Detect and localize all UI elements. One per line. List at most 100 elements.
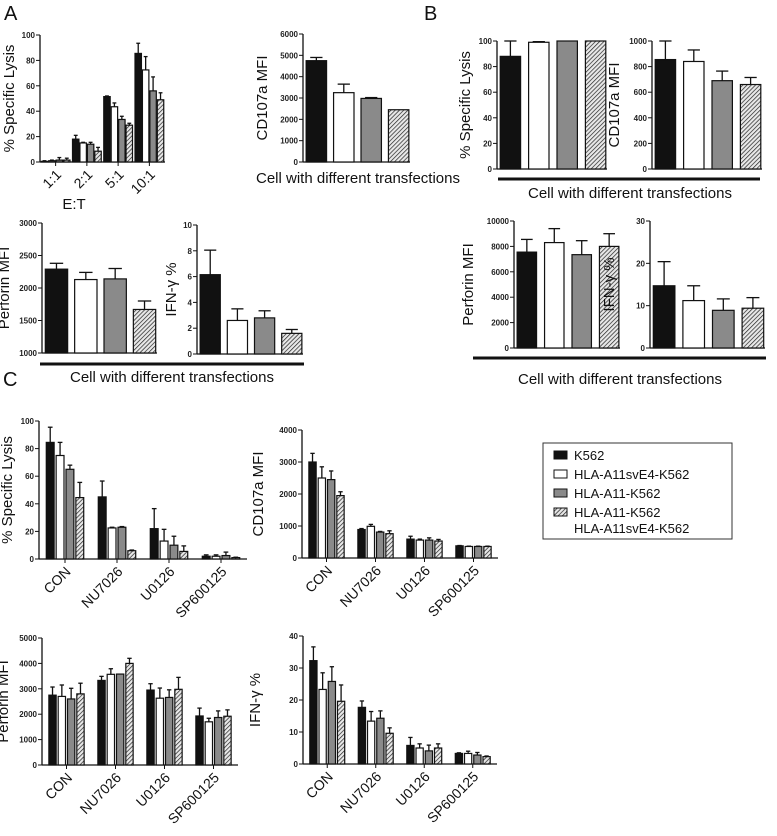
bar bbox=[174, 688, 183, 766]
bar bbox=[336, 495, 345, 559]
y-tick-label: 8000 bbox=[491, 242, 509, 251]
bar bbox=[223, 715, 232, 766]
bar bbox=[97, 496, 107, 560]
x-tick-label: CON bbox=[303, 768, 336, 801]
bar bbox=[179, 550, 189, 560]
y-axis-title: % Specific Lysis bbox=[0, 436, 16, 544]
bar bbox=[141, 69, 150, 163]
x-tick-label: SP600125 bbox=[425, 562, 483, 620]
bar bbox=[415, 747, 424, 765]
bar bbox=[433, 747, 443, 765]
bar bbox=[65, 468, 75, 560]
bar bbox=[44, 268, 69, 354]
bar bbox=[106, 673, 116, 766]
y-tick-label: 1000 bbox=[280, 137, 298, 146]
bar bbox=[357, 528, 366, 559]
y-tick-label: 1000 bbox=[19, 349, 37, 358]
bar bbox=[336, 700, 346, 765]
legend-swatch-combined bbox=[553, 507, 568, 517]
bar bbox=[45, 441, 55, 560]
chart-b4: 0 10 20 30 IFN-γ % bbox=[601, 217, 765, 353]
x-tick-label: U0126 bbox=[393, 562, 434, 603]
bar bbox=[739, 83, 762, 170]
bar bbox=[115, 673, 125, 766]
y-tick-label: 6000 bbox=[280, 30, 298, 39]
bar bbox=[103, 278, 127, 354]
group-label-a-bottom: Cell with different transfections bbox=[70, 369, 274, 386]
y-tick-label: 3000 bbox=[19, 685, 37, 694]
bar bbox=[55, 159, 64, 163]
y-tick-label: 100 bbox=[22, 31, 36, 40]
x-tick-label: NU7026 bbox=[337, 768, 385, 816]
bar bbox=[516, 251, 538, 349]
y-tick-label: 0 bbox=[643, 165, 648, 174]
x-tick-label: U0126 bbox=[137, 563, 178, 604]
y-tick-label: 4000 bbox=[19, 659, 37, 668]
y-tick-label: 1000 bbox=[19, 736, 37, 745]
bar bbox=[584, 40, 607, 170]
x-tick-label: 1:1 bbox=[39, 166, 64, 191]
bar bbox=[281, 332, 303, 355]
bar bbox=[86, 143, 95, 163]
y-tick-label: 4000 bbox=[279, 426, 297, 435]
y-tick-label: 2000 bbox=[279, 490, 297, 499]
y-tick-label: 4000 bbox=[280, 73, 298, 82]
bar bbox=[543, 241, 565, 349]
bar bbox=[253, 317, 276, 355]
bar bbox=[79, 142, 87, 163]
y-tick-label: 0 bbox=[188, 350, 193, 359]
y-tick-label: 0 bbox=[488, 165, 493, 174]
y-tick-label: 80 bbox=[25, 445, 34, 454]
bar bbox=[385, 533, 394, 559]
chart-a4: 0 2 4 6 8 10 IFN-γ % bbox=[163, 221, 303, 359]
y-tick-label: 6000 bbox=[491, 268, 509, 277]
y-tick-label: 80 bbox=[483, 63, 492, 72]
x-tick-label: NU7026 bbox=[77, 769, 125, 817]
bar bbox=[66, 698, 76, 766]
y-axis-title: IFN-γ % bbox=[601, 257, 618, 311]
y-tick-label: 800 bbox=[634, 63, 648, 72]
bar bbox=[155, 697, 165, 766]
bar bbox=[94, 150, 102, 163]
bar bbox=[204, 721, 214, 766]
bar bbox=[527, 41, 550, 170]
y-tick-label: 20 bbox=[289, 696, 298, 705]
bar bbox=[463, 752, 473, 765]
x-tick-label: SP600125 bbox=[172, 563, 230, 621]
bar bbox=[132, 308, 157, 354]
bar bbox=[62, 159, 71, 163]
bar bbox=[48, 694, 57, 766]
y-tick-label: 2000 bbox=[280, 115, 298, 124]
y-tick-label: 60 bbox=[483, 88, 492, 97]
panel-label-b: B bbox=[424, 3, 437, 25]
x-tick-label: CON bbox=[42, 769, 75, 802]
y-axis-title: Perforin MFI bbox=[0, 247, 13, 330]
bar bbox=[360, 97, 383, 163]
group-label-a-top: Cell with different transfections bbox=[256, 170, 460, 187]
y-tick-label: 3000 bbox=[19, 219, 37, 228]
bar bbox=[221, 554, 231, 560]
y-tick-label: 100 bbox=[21, 417, 35, 426]
bar bbox=[357, 706, 367, 765]
bar bbox=[195, 715, 204, 766]
bar bbox=[741, 307, 765, 349]
bar bbox=[682, 60, 705, 170]
y-axis-title: IFN-γ % bbox=[247, 673, 264, 727]
x-tick-label: SP600125 bbox=[165, 769, 223, 827]
panel-label-c: C bbox=[3, 369, 17, 391]
y-axis-title: % Specific Lysis bbox=[457, 51, 474, 159]
x-tick-label: NU7026 bbox=[337, 562, 385, 610]
bar bbox=[118, 118, 126, 163]
y-tick-label: 3000 bbox=[280, 94, 298, 103]
bar bbox=[375, 531, 385, 559]
y-tick-label: 60 bbox=[26, 82, 35, 91]
y-tick-label: 0 bbox=[505, 344, 510, 353]
bar bbox=[309, 660, 318, 765]
y-tick-label: 0 bbox=[293, 554, 298, 563]
y-tick-label: 0 bbox=[641, 344, 646, 353]
legend-swatch-sve4 bbox=[553, 469, 568, 479]
bar bbox=[211, 555, 221, 560]
y-tick-label: 1500 bbox=[19, 317, 37, 326]
y-tick-label: 40 bbox=[26, 107, 35, 116]
